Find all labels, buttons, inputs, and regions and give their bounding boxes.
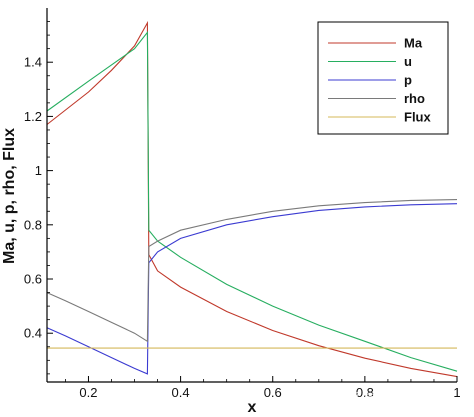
- y-tick-label: 1.4: [24, 55, 42, 70]
- legend-label-flux: Flux: [404, 110, 431, 125]
- legend: Ma up rho Flux: [317, 21, 449, 135]
- axes: 0.2 0.4 0.6 0.8 1 0.4 0.6 0.8 1 1.2 1.4: [24, 8, 461, 400]
- series-line-rho: [46, 199, 458, 343]
- x-tick-label: 0.2: [79, 385, 97, 400]
- legend-label-p: p: [404, 73, 412, 88]
- x-tick-label: 0.8: [356, 385, 374, 400]
- series-line-ma: [46, 20, 458, 378]
- series-line-u: [46, 30, 458, 372]
- legend-label-u: u: [404, 54, 412, 69]
- x-tick-label: 0.6: [264, 385, 282, 400]
- x-tick-label: 1: [453, 385, 460, 400]
- y-tick-label: 1.2: [24, 109, 42, 124]
- y-tick-label: 0.8: [24, 217, 42, 232]
- legend-box: [317, 21, 449, 135]
- legend-label-rho: rho: [404, 91, 425, 106]
- y-axis-title: Ma, u, p, rho, Flux: [1, 128, 18, 264]
- plot-lines: [46, 20, 458, 378]
- y-tick-label: 0.6: [24, 272, 42, 287]
- x-tick-label: 0.4: [172, 385, 190, 400]
- watermark-text: 知乎 @一朝尘尽光生: [336, 391, 448, 405]
- series-line-p: [46, 203, 458, 375]
- y-tick-label: 0.4: [24, 326, 42, 341]
- legend-label-ma: Ma: [404, 36, 423, 51]
- y-tick-label: 1: [35, 163, 42, 178]
- x-axis-title: x: [248, 399, 257, 416]
